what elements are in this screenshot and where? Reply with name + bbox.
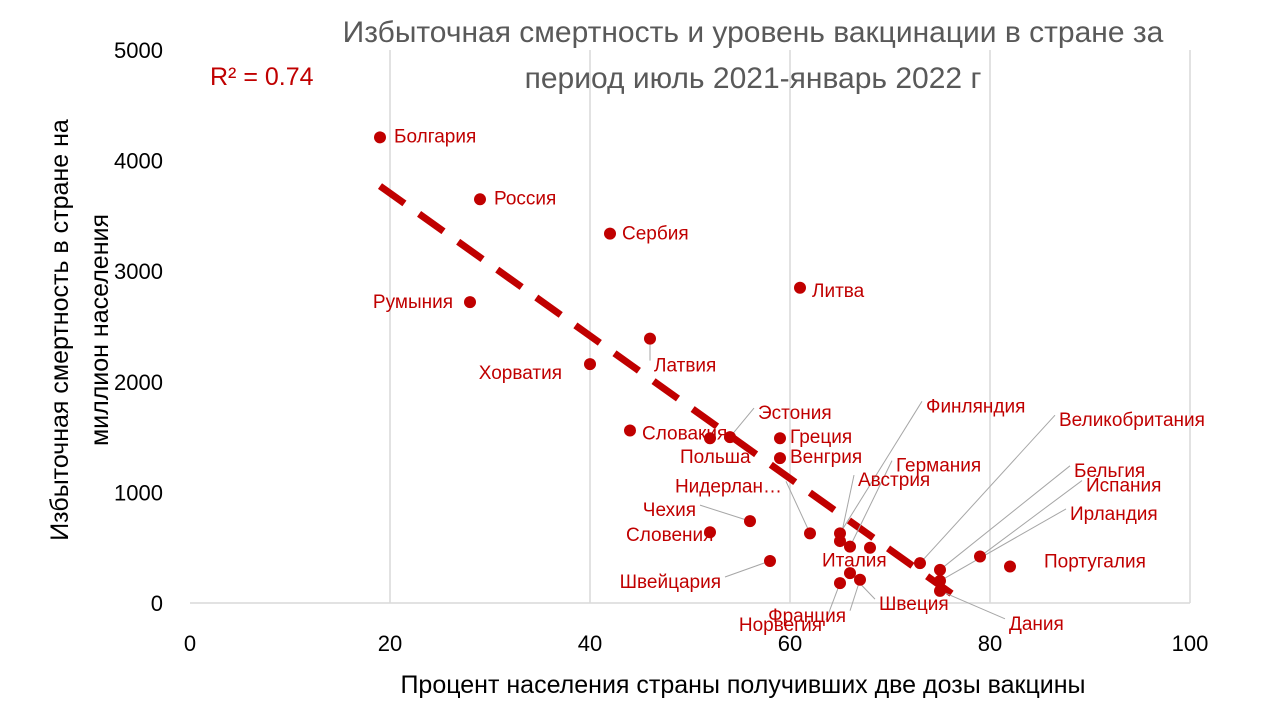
y-tick-label: 2000 [114,370,163,395]
point-label: Бельгия [1074,461,1145,482]
trendline [377,183,963,603]
r-squared-label: R² = 0.74 [210,63,314,91]
data-point [934,584,946,597]
y-axis-title-line-1: Избыточная смертность в стране на [46,119,74,541]
y-tick-label: 5000 [114,38,163,63]
y-tick-label: 0 [151,591,163,616]
point-label: Сербия [622,224,689,245]
point-label: Великобритания [1059,410,1205,431]
data-point [934,574,946,587]
point-label: Чехия [643,500,696,521]
point-label: Италия [822,551,887,572]
data-point [764,554,776,567]
data-point [844,540,856,553]
leader-line [699,504,751,522]
point-label: Швеция [879,594,949,615]
data-point [774,452,786,465]
data-point [854,573,866,586]
leader-line [919,414,1056,564]
leader-line [839,401,923,534]
y-tick-labels: 0 1000 2000 3000 4000 5000 [114,38,163,616]
point-label: Словения [626,525,713,546]
data-point [584,358,596,371]
data-point [374,131,386,144]
data-point [834,535,846,548]
label-leader-lines [649,338,1083,621]
data-point [974,550,986,563]
data-point [794,281,806,294]
point-label: Латвия [654,356,716,377]
data-point [644,332,656,345]
x-tick-label: 80 [978,631,1002,656]
data-points [374,131,1016,597]
data-point [774,432,786,445]
data-point [804,527,816,540]
point-label: Дания [1009,614,1064,635]
point-label: Словакия [642,423,727,444]
data-point [474,193,486,206]
x-tick-label: 100 [1172,631,1209,656]
leader-line [939,590,1006,620]
point-label: Испания [1086,476,1161,497]
leader-line [979,480,1083,557]
chart-title-line-2: период июль 2021-январь 2022 г [525,62,982,95]
grid-lines [389,50,1191,603]
point-label: Норвегия [739,615,822,636]
data-point [844,567,856,580]
point-label: Венгрия [790,447,862,468]
leader-line [849,572,876,600]
data-point [624,424,636,437]
point-label: Швейцария [620,572,721,593]
point-label: Литва [812,281,865,302]
point-label: Австрия [858,470,930,491]
y-tick-label: 1000 [114,480,163,505]
leader-line [825,582,841,621]
data-point [834,577,846,590]
leader-line [785,481,811,534]
point-label: Греция [790,427,852,448]
leader-line [724,560,771,578]
point-label: Ирландия [1070,504,1158,525]
point-label: Португалия [1044,552,1146,573]
chart-title-line-1: Избыточная смертность и уровень вакцинац… [343,16,1164,49]
y-tick-label: 3000 [114,259,163,284]
data-point [744,515,756,528]
point-label: Польша [680,447,751,468]
data-point [934,563,946,576]
x-axis-title: Процент населения страны получивших две … [400,671,1085,699]
data-point [914,557,926,570]
data-point [704,526,716,539]
point-label: Россия [494,188,556,209]
leader-line [729,407,755,438]
point-label: Хорватия [479,363,562,384]
point-label: Нидерлан… [675,476,782,497]
data-point [464,296,476,309]
x-tick-label: 20 [378,631,402,656]
data-point [1004,560,1016,573]
y-tick-label: 4000 [114,149,163,174]
point-labels: Болгария Россия Сербия Румыния Литва Латвия Хо… [373,126,1205,636]
x-tick-label: 40 [578,631,602,656]
data-point [604,227,616,240]
data-point [724,431,736,444]
leader-line [849,460,893,547]
data-point [704,432,716,445]
data-point [864,541,876,554]
point-label: Румыния [373,292,453,313]
leader-line [939,465,1071,571]
point-label: Болгария [394,126,476,147]
point-label: Франция [768,606,846,627]
y-axis-title-line-2: миллион населения [86,214,114,446]
leader-line [939,508,1067,582]
point-label: Финляндия [926,396,1025,417]
x-tick-label: 0 [184,631,196,656]
point-label: Эстония [758,403,832,424]
x-tick-label: 60 [778,631,802,656]
x-tick-labels: 0 20 40 60 80 100 [184,631,1208,656]
point-label: Германия [896,456,981,477]
